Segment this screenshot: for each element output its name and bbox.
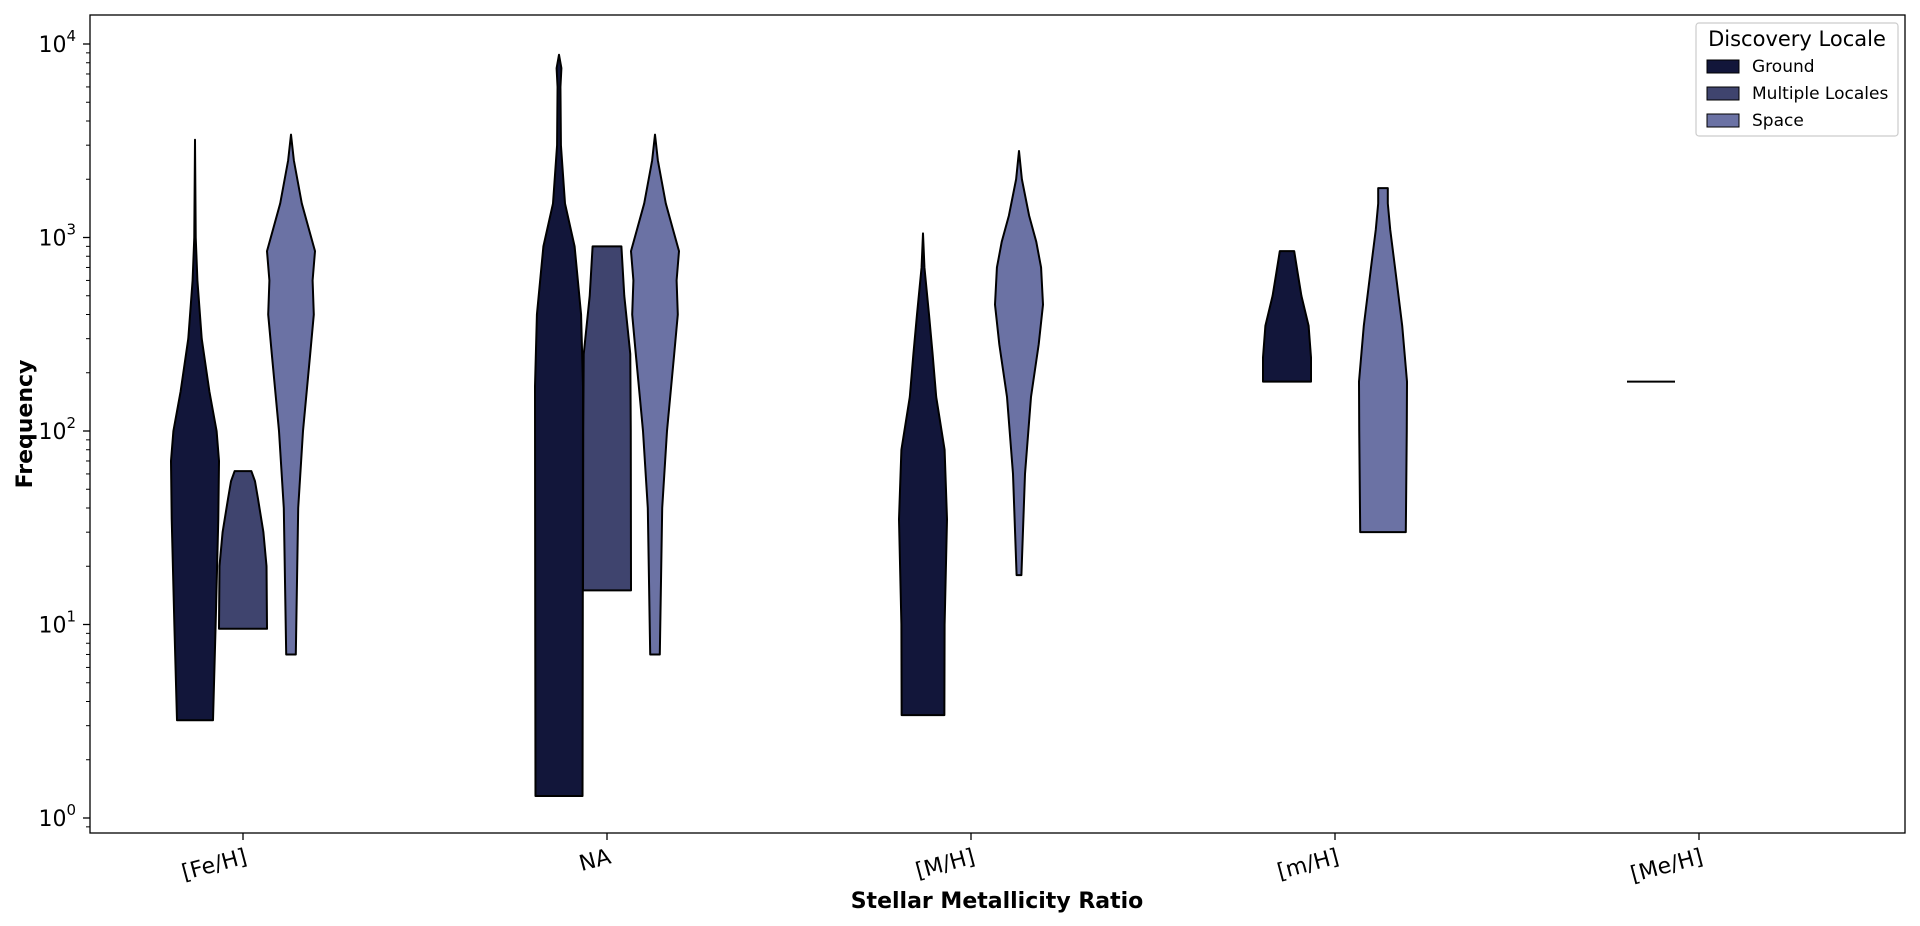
violin-multiple-locales-na xyxy=(582,245,632,592)
violin-ground-m-h xyxy=(898,232,948,717)
y-tick-label: 103 xyxy=(38,221,76,252)
legend-label: Space xyxy=(1752,111,1804,131)
x-tick-label-me-h: [Me/H] xyxy=(1628,845,1706,888)
violin-multiple-locales-fe-h xyxy=(218,470,268,630)
violin-space-na xyxy=(630,133,680,656)
x-axis: [Fe/H] NA [M/H] [m/H] [Me/H] xyxy=(179,833,1706,888)
violin-space-m-h xyxy=(994,149,1044,577)
violin-space-m-h xyxy=(1358,187,1408,534)
violins-layer xyxy=(170,53,1675,797)
plot-area xyxy=(89,14,1906,834)
legend-items: Ground Multiple Locales Space xyxy=(1706,57,1888,131)
violin-ground-m-h xyxy=(1262,250,1312,383)
legend-label: Multiple Locales xyxy=(1752,84,1888,104)
y-tick-label: 101 xyxy=(38,608,76,639)
x-tick-label-na: NA xyxy=(577,845,614,877)
legend-swatch xyxy=(1706,59,1740,74)
legend-swatch xyxy=(1706,86,1740,101)
legend: Discovery Locale Ground Multiple Locales S… xyxy=(1695,22,1899,137)
y-axis: 100 101 102 103 104 xyxy=(38,27,90,832)
y-tick-label: 104 xyxy=(38,27,76,58)
legend-swatch xyxy=(1706,113,1740,128)
legend-item-multiple-locales: Multiple Locales xyxy=(1706,84,1888,104)
violin-space-fe-h xyxy=(266,133,316,656)
x-tick-label-fe-h: [Fe/H] xyxy=(179,845,249,886)
x-tick-label-m-h: [M/H] xyxy=(913,845,978,885)
y-axis-label: Frequency xyxy=(13,360,38,489)
legend-item-ground: Ground xyxy=(1706,57,1815,77)
violin-ground-fe-h xyxy=(170,138,220,722)
x-tick-label-m-h: [m/H] xyxy=(1275,845,1342,885)
legend-title: Discovery Locale xyxy=(1708,27,1886,51)
legend-item-space: Space xyxy=(1706,111,1804,131)
legend-label: Ground xyxy=(1752,57,1815,77)
y-tick-label: 102 xyxy=(38,414,76,445)
legend-box xyxy=(1695,22,1899,137)
y-tick-label: 100 xyxy=(38,801,76,832)
x-axis-label: Stellar Metallicity Ratio xyxy=(851,889,1144,914)
